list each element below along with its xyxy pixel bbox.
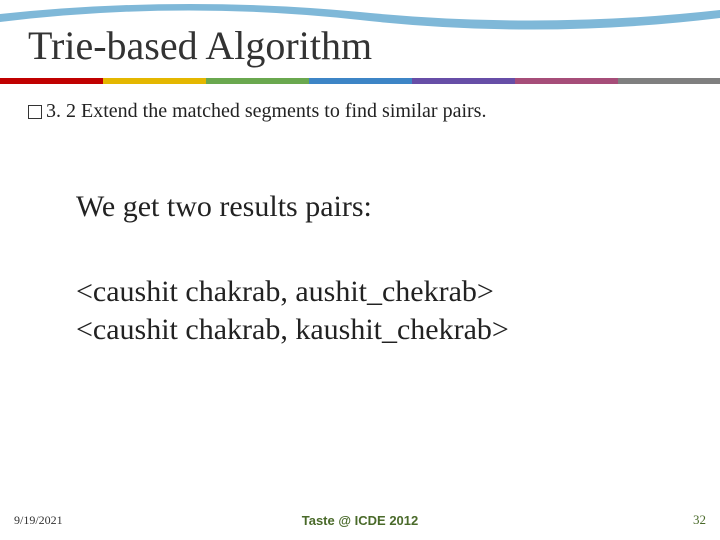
body-pair-2: <caushit chakrab, kaushit_chekrab> xyxy=(76,313,509,347)
color-segment xyxy=(515,78,618,84)
color-segment xyxy=(206,78,309,84)
color-segment xyxy=(412,78,515,84)
body-pair-1: <caushit chakrab, aushit_chekrab> xyxy=(76,275,494,309)
slide-title: Trie-based Algorithm xyxy=(28,22,372,69)
bullet-square-icon xyxy=(28,105,42,119)
color-segment xyxy=(309,78,412,84)
subtitle-text: 3. 2 Extend the matched segments to find… xyxy=(46,100,486,123)
body-intro: We get two results pairs: xyxy=(76,190,372,224)
color-divider-bar xyxy=(0,78,720,84)
subtitle-row: 3. 2 Extend the matched segments to find… xyxy=(28,100,486,123)
color-segment xyxy=(0,78,103,84)
color-segment xyxy=(618,78,720,84)
footer-venue: Taste @ ICDE 2012 xyxy=(302,513,419,528)
footer-date: 9/19/2021 xyxy=(14,513,63,528)
color-segment xyxy=(103,78,206,84)
footer-page-number: 32 xyxy=(693,512,706,528)
